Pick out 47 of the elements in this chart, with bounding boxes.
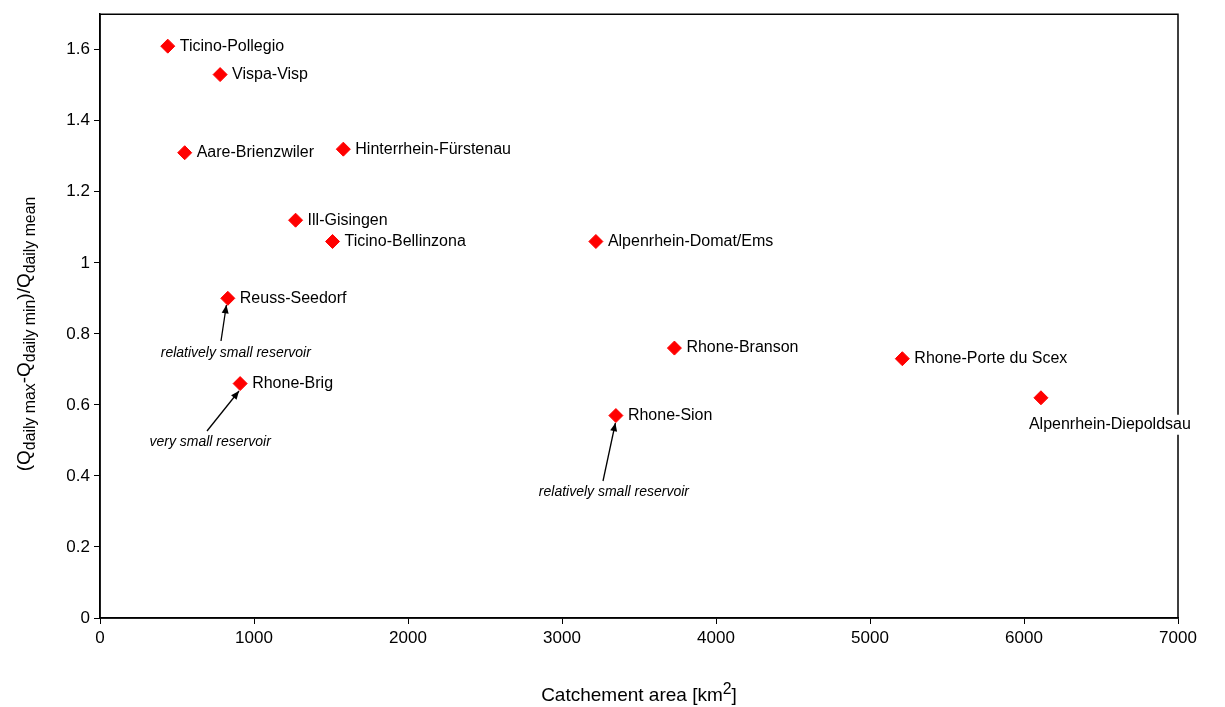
x-tick-label: 7000 — [1159, 627, 1197, 647]
x-tick-label: 2000 — [389, 627, 427, 647]
y-tick-label: 0.6 — [66, 394, 90, 414]
point — [588, 234, 604, 250]
series-label: Rhone-Brig — [252, 373, 334, 391]
point — [220, 290, 236, 306]
point — [232, 376, 248, 392]
x-tick-label: 1000 — [235, 627, 273, 647]
series-label: Alpenrhein-Domat/Ems — [607, 231, 774, 249]
x-tick-label: 0 — [95, 627, 105, 647]
point — [894, 351, 910, 367]
x-tick-label: 5000 — [851, 627, 889, 647]
y-tick-label: 1.6 — [66, 39, 90, 59]
y-tick-label: 1.2 — [66, 181, 90, 201]
series-label: Ill-Gisingen — [307, 210, 388, 228]
y-tick-label: 0.8 — [66, 323, 90, 343]
series-label: Rhone-Porte du Scex — [914, 349, 1068, 367]
point — [177, 145, 193, 161]
point — [1033, 390, 1049, 406]
y-tick-label: 0 — [80, 607, 90, 627]
x-tick-label: 4000 — [697, 627, 735, 647]
x-tick-label: 6000 — [1005, 627, 1043, 647]
annotation: relatively small reservoir — [160, 344, 313, 361]
y-tick-label: 0.2 — [66, 536, 90, 556]
y-tick-label: 1 — [80, 252, 90, 272]
y-tick-label: 0.4 — [66, 465, 90, 485]
point — [325, 234, 341, 250]
x-axis-title: Catchement area [km$^{2}$] — [540, 680, 738, 707]
point — [666, 340, 682, 356]
series-label: Reuss-Seedorf — [239, 288, 348, 306]
x-tick-label: 3000 — [543, 627, 581, 647]
y-tick-label: 1.4 — [66, 110, 90, 130]
annotation: very small reservoir — [149, 433, 273, 450]
point — [212, 67, 228, 83]
series-label: Vispa-Visp — [232, 64, 309, 82]
series-label: Ticino-Pollegio — [179, 36, 285, 54]
series-label: Rhone-Sion — [627, 405, 713, 423]
point — [288, 212, 304, 228]
series-label: Rhone-Branson — [686, 338, 799, 356]
series-label: Aare-Brienzwiler — [196, 143, 315, 161]
series-label: Hinterrhein-Fürstenau — [355, 139, 511, 157]
series-label: Ticino-Bellinzona — [344, 231, 466, 249]
annotation: relatively small reservoir — [538, 483, 691, 500]
point — [608, 408, 624, 424]
point — [160, 38, 176, 54]
point — [335, 141, 351, 157]
series-label: Alpenrhein-Diepoldsau — [1028, 415, 1191, 433]
